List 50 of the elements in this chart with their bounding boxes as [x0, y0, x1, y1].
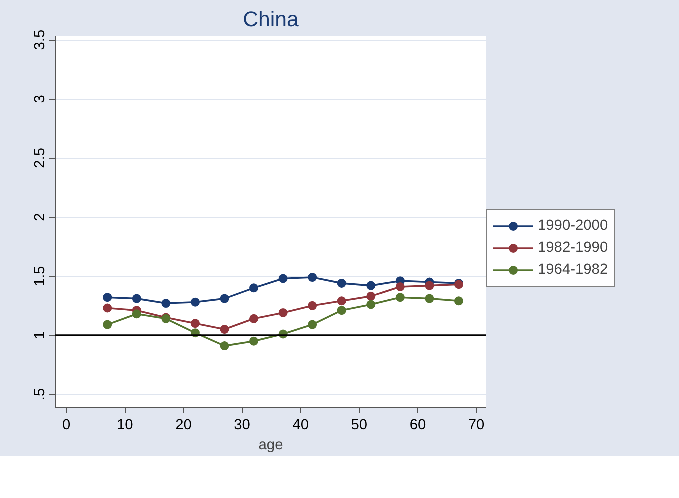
point [425, 281, 434, 290]
point [337, 306, 346, 316]
point [132, 310, 142, 319]
x-tick-label: 60 [410, 418, 426, 434]
point [425, 294, 434, 304]
point [278, 308, 288, 318]
y-tick-label: .5 [32, 388, 48, 401]
x-tick-label: 0 [62, 418, 71, 434]
chart-title: China [243, 8, 299, 32]
legend-label: 1982-1990 [538, 240, 608, 256]
point [396, 293, 405, 302]
point [366, 281, 376, 290]
x-tick-label: 10 [117, 418, 134, 434]
x-tick-label: 40 [292, 418, 310, 434]
x-tick-label: 70 [468, 418, 485, 434]
point [278, 274, 288, 284]
point [220, 325, 230, 334]
point [250, 336, 259, 346]
point [250, 314, 259, 324]
point [454, 296, 464, 306]
point [103, 293, 112, 302]
point [308, 301, 318, 310]
point [190, 319, 200, 328]
y-tick-label: 2 [32, 213, 48, 222]
point [337, 296, 346, 306]
point [162, 299, 171, 308]
point [220, 294, 230, 304]
x-axis-title: age [258, 438, 284, 454]
point [366, 292, 376, 301]
y-tick-label: 1 [32, 331, 48, 340]
y-tick-label: 2.5 [32, 148, 48, 168]
x-tick-label: 20 [176, 418, 192, 434]
y-tick-label: 1.5 [32, 266, 48, 287]
x-tick-label: 50 [351, 418, 368, 434]
point [308, 320, 318, 330]
point [190, 298, 200, 307]
point [220, 342, 230, 351]
x-tick-label: 30 [234, 418, 250, 434]
point [337, 278, 346, 288]
point [103, 320, 112, 330]
legend-label: 1964-1982 [538, 262, 608, 278]
point [308, 273, 318, 282]
point [396, 282, 405, 292]
legend-label: 1990-2000 [538, 218, 608, 234]
y-tick-label: 3 [32, 95, 48, 104]
point [366, 300, 376, 310]
point [250, 284, 259, 293]
y-tick-label: 3.5 [32, 30, 48, 50]
point [103, 304, 112, 313]
point [132, 294, 142, 304]
